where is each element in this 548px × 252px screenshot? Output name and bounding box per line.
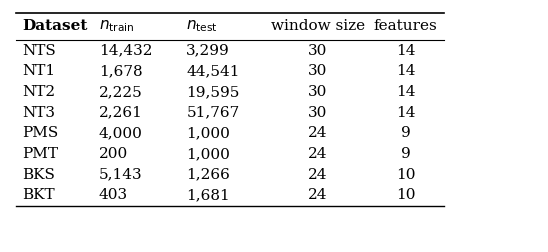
Text: NT2: NT2: [22, 85, 55, 99]
Text: $n_{\mathrm{train}}$: $n_{\mathrm{train}}$: [99, 19, 134, 34]
Text: BKT: BKT: [22, 188, 55, 202]
Text: 1,266: 1,266: [186, 168, 230, 182]
Text: 51,767: 51,767: [186, 106, 239, 120]
Text: 10: 10: [396, 168, 415, 182]
Text: 30: 30: [308, 85, 328, 99]
Text: 1,000: 1,000: [186, 126, 230, 140]
Text: 3,299: 3,299: [186, 44, 230, 58]
Text: 30: 30: [308, 64, 328, 78]
Text: features: features: [374, 19, 437, 34]
Text: 1,681: 1,681: [186, 188, 230, 202]
Text: 14,432: 14,432: [99, 44, 152, 58]
Text: 30: 30: [308, 44, 328, 58]
Text: BKS: BKS: [22, 168, 55, 182]
Text: 9: 9: [401, 147, 410, 161]
Text: 4,000: 4,000: [99, 126, 142, 140]
Text: 19,595: 19,595: [186, 85, 239, 99]
Text: 2,225: 2,225: [99, 85, 142, 99]
Text: 24: 24: [308, 126, 328, 140]
Text: 14: 14: [396, 44, 415, 58]
Text: 14: 14: [396, 106, 415, 120]
Text: PMT: PMT: [22, 147, 58, 161]
Text: 1,000: 1,000: [186, 147, 230, 161]
Text: 10: 10: [396, 188, 415, 202]
Text: 1,678: 1,678: [99, 64, 142, 78]
Text: 14: 14: [396, 85, 415, 99]
Text: 44,541: 44,541: [186, 64, 240, 78]
Text: NT3: NT3: [22, 106, 55, 120]
Text: 24: 24: [308, 147, 328, 161]
Text: PMS: PMS: [22, 126, 58, 140]
Text: 24: 24: [308, 168, 328, 182]
Text: 9: 9: [401, 126, 410, 140]
Text: 5,143: 5,143: [99, 168, 142, 182]
Text: window size: window size: [271, 19, 365, 34]
Text: 30: 30: [308, 106, 328, 120]
Text: 24: 24: [308, 188, 328, 202]
Text: NT1: NT1: [22, 64, 55, 78]
Text: 403: 403: [99, 188, 128, 202]
Text: $n_{\mathrm{test}}$: $n_{\mathrm{test}}$: [186, 19, 218, 34]
Text: NTS: NTS: [22, 44, 56, 58]
Text: 14: 14: [396, 64, 415, 78]
Text: Dataset: Dataset: [22, 19, 87, 34]
Text: 200: 200: [99, 147, 128, 161]
Text: 2,261: 2,261: [99, 106, 142, 120]
